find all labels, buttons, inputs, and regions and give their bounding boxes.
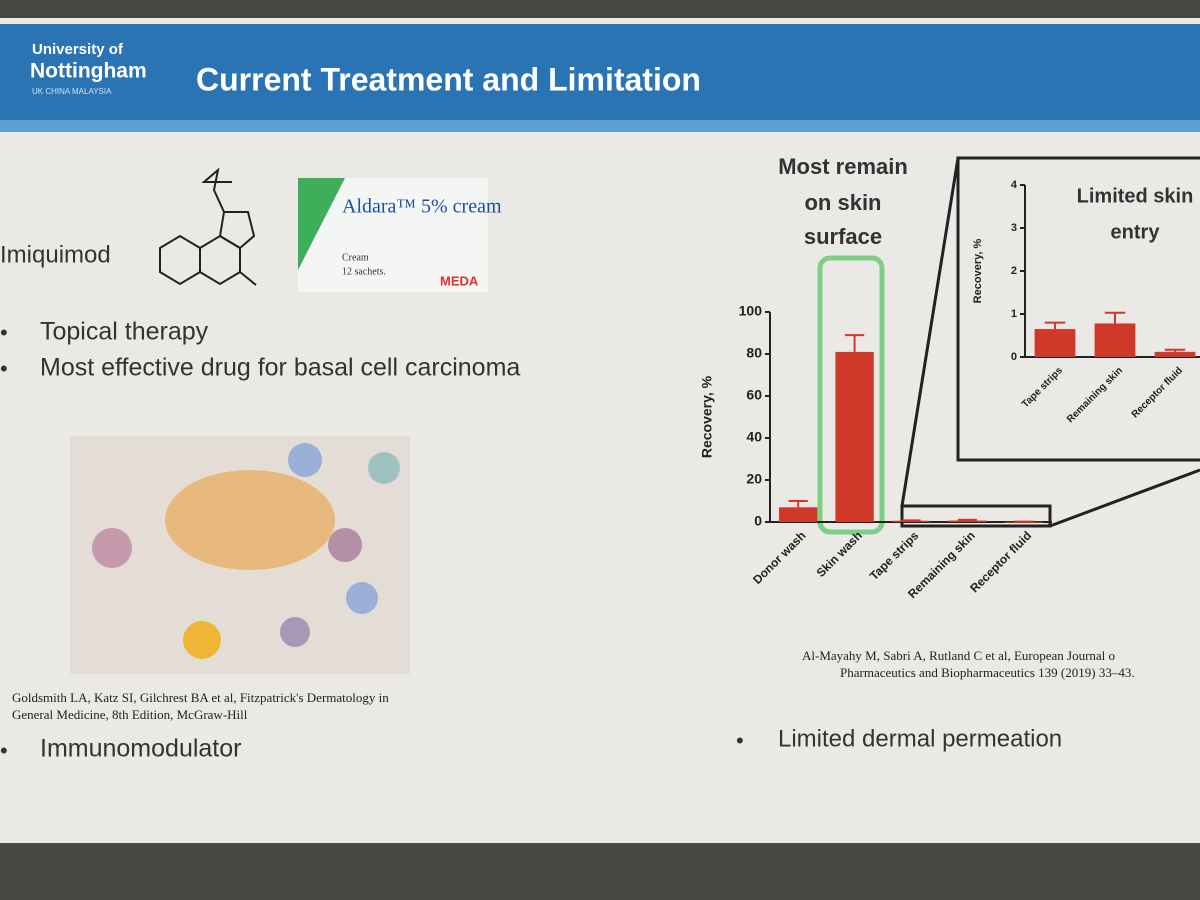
highlight-box: [817, 255, 885, 535]
figure-citation: General Medicine, 8th Edition, McGraw-Hi…: [12, 707, 248, 722]
product-stripe: [298, 178, 345, 270]
annotation: on skin: [804, 190, 881, 215]
y-tick-label: 4: [1011, 179, 1018, 191]
bullet: Immunomodulator: [40, 735, 241, 763]
error-bar: [845, 334, 865, 352]
chart-citation: Pharmaceutics and Biopharmaceutics 139 (…: [840, 665, 1135, 680]
annotation: surface: [804, 224, 882, 249]
logo: Nottingham: [30, 60, 147, 83]
chart-title: Limited skin: [1077, 185, 1194, 207]
bar: [835, 351, 874, 522]
bullet-dot: •: [736, 728, 744, 753]
y-tick-label: 40: [746, 429, 762, 445]
error-bar: [1164, 348, 1186, 352]
bullet: Limited dermal permeation: [778, 725, 1062, 752]
error-bar: [788, 500, 808, 508]
bullet: Most effective drug for basal cell carci…: [40, 354, 520, 382]
y-tick-label: 0: [1011, 351, 1017, 363]
bar: [1094, 323, 1136, 357]
chart-title: entry: [1111, 221, 1161, 243]
product-form: Cream: [342, 252, 369, 263]
error-bar: [957, 518, 977, 521]
bar: [948, 520, 987, 522]
drug-label: Imiquimod: [0, 241, 111, 268]
header-band: [0, 24, 1200, 132]
molecule: [159, 167, 257, 286]
inset-frame: [956, 156, 1200, 462]
y-tick-label: 60: [746, 387, 762, 403]
annotation: Most remain: [778, 154, 908, 179]
figure-cell: [183, 621, 221, 659]
figure-cell: [288, 443, 322, 477]
chart-citation: Al-Mayahy M, Sabri A, Rutland C et al, E…: [802, 648, 1115, 663]
bullet-dot: •: [0, 738, 8, 763]
figure-cell: [368, 452, 400, 484]
bar: [779, 507, 818, 522]
logo: UK CHINA MALAYSIA: [32, 87, 112, 96]
error-bar: [1044, 321, 1066, 330]
y-tick-label: 2: [1011, 265, 1017, 277]
y-tick-label: 1: [1011, 308, 1017, 320]
zoom-line: [1049, 468, 1200, 528]
bar: [891, 520, 931, 522]
y-axis-label: Recovery, %: [699, 375, 715, 458]
zoom-box: [900, 504, 1052, 528]
bullet-dot: •: [0, 356, 8, 381]
product-maker: MEDA: [440, 273, 479, 288]
y-tick-label: 20: [746, 471, 762, 487]
logo: University of: [32, 41, 124, 58]
slide-title: Current Treatment and Limitation: [196, 61, 701, 97]
product-count: 12 sachets.: [342, 266, 386, 277]
y-tick-label: 0: [754, 513, 762, 529]
product-name: Aldara™ 5% cream: [342, 196, 502, 218]
bullet: Topical therapy: [40, 318, 209, 346]
header-strip: [0, 120, 1200, 132]
figure-cell: [92, 528, 132, 568]
figure-cell: [280, 617, 310, 647]
figure-cell: [346, 582, 378, 614]
bullet-dot: •: [0, 320, 8, 345]
y-tick-label: 100: [739, 303, 763, 319]
bar: [1034, 329, 1076, 357]
error-bar: [1104, 311, 1126, 324]
figure-cell: [328, 528, 362, 562]
y-tick-label: 80: [746, 345, 762, 361]
zoom-line: [900, 157, 960, 507]
y-tick-label: 3: [1011, 222, 1017, 234]
figure-citation: Goldsmith LA, Katz SI, Gilchrest BA et a…: [12, 690, 389, 705]
y-axis-label: Recovery, %: [972, 238, 984, 303]
figure-cell: [165, 470, 335, 570]
bar: [1154, 351, 1196, 357]
